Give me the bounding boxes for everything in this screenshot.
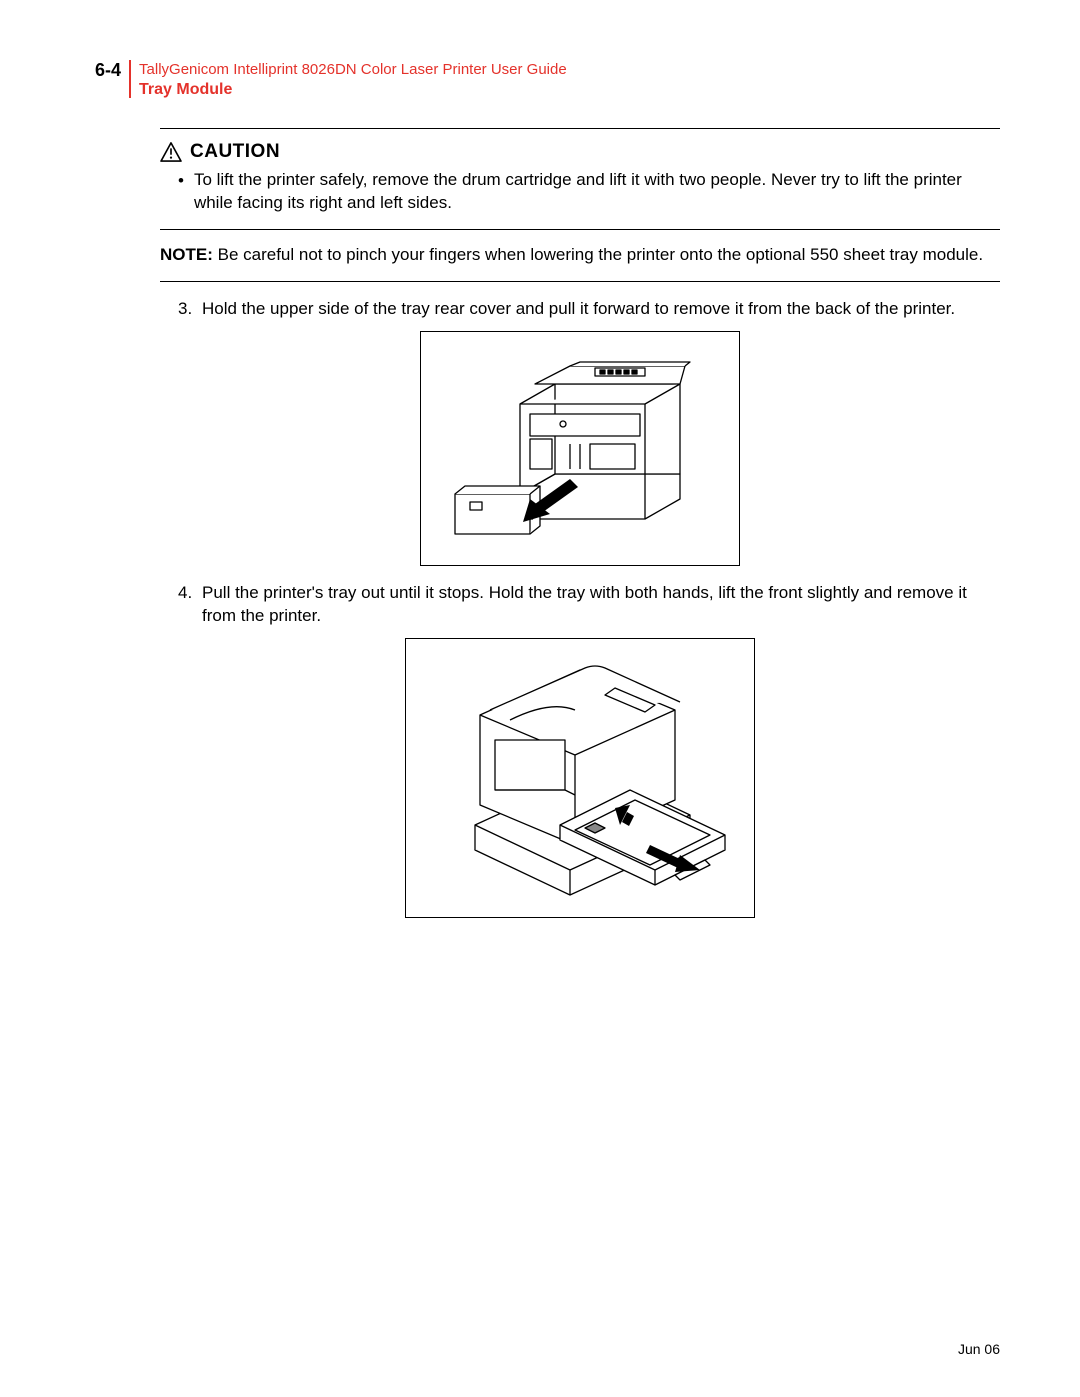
caution-text: To lift the printer safely, remove the d… — [194, 169, 1000, 215]
footer-date: Jun 06 — [958, 1341, 1000, 1357]
printer-tray-illustration — [420, 650, 740, 905]
note-block: NOTE: Be careful not to pinch your finge… — [160, 244, 1000, 267]
section-title: Tray Module — [139, 80, 567, 101]
warning-triangle-icon — [160, 142, 182, 162]
step-4-row: 4. Pull the printer's tray out until it … — [160, 582, 1000, 628]
rule-top — [160, 128, 1000, 129]
header-divider — [129, 60, 131, 98]
step-3-number: 3. — [178, 298, 202, 321]
figure-step-4 — [405, 638, 755, 918]
caution-heading: CAUTION — [160, 141, 1000, 163]
step-3-row: 3. Hold the upper side of the tray rear … — [160, 298, 1000, 321]
page-container: 6-4 TallyGenicom Intelliprint 8026DN Col… — [0, 0, 1080, 958]
header-text-block: TallyGenicom Intelliprint 8026DN Color L… — [139, 60, 567, 100]
note-label: NOTE: — [160, 245, 213, 264]
content-area: CAUTION • To lift the printer safely, re… — [160, 128, 1000, 918]
printer-rear-illustration — [435, 344, 725, 554]
caution-bullet: • To lift the printer safely, remove the… — [160, 169, 1000, 215]
rule-mid-2 — [160, 281, 1000, 282]
step-4-number: 4. — [178, 582, 202, 605]
step-3-text: Hold the upper side of the tray rear cov… — [202, 298, 955, 321]
bullet-dot-icon: • — [178, 169, 194, 193]
caution-label: CAUTION — [190, 141, 280, 163]
page-header: 6-4 TallyGenicom Intelliprint 8026DN Col… — [95, 60, 1000, 100]
figure-step-3 — [420, 331, 740, 566]
guide-title: TallyGenicom Intelliprint 8026DN Color L… — [139, 60, 567, 80]
step-4-text: Pull the printer's tray out until it sto… — [202, 582, 1000, 628]
note-text: Be careful not to pinch your fingers whe… — [213, 245, 983, 264]
page-number: 6-4 — [95, 60, 129, 81]
rule-mid-1 — [160, 229, 1000, 230]
